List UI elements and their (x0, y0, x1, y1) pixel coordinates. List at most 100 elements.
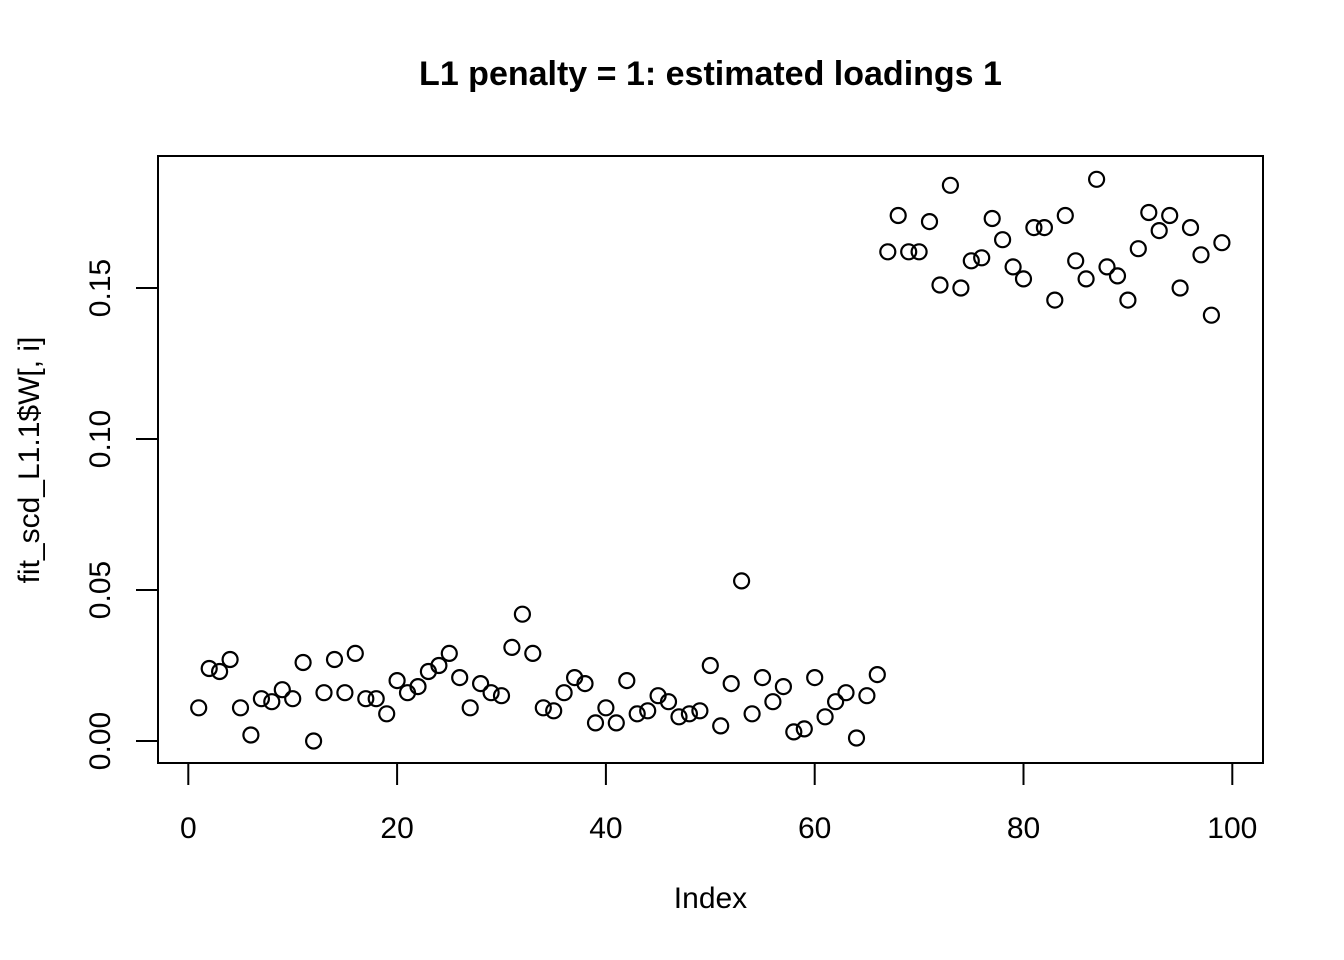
data-point (670, 708, 688, 726)
data-point (284, 690, 302, 708)
data-point (482, 684, 500, 702)
x-tick-label: 0 (180, 812, 197, 845)
data-point (555, 684, 573, 702)
data-point (774, 677, 793, 696)
data-point (795, 720, 813, 738)
plot-box (157, 155, 1264, 764)
data-point (378, 705, 396, 723)
data-point (910, 243, 928, 261)
data-point (1046, 291, 1064, 309)
data-point (461, 699, 479, 717)
data-point (712, 717, 730, 735)
y-tick-label: 0.00 (84, 712, 117, 770)
data-point (607, 714, 625, 732)
data-point (1119, 291, 1137, 309)
data-point (1140, 203, 1158, 222)
data-point (1150, 222, 1168, 240)
data-point (1202, 306, 1221, 324)
data-point (879, 243, 897, 261)
data-point (816, 708, 834, 726)
data-point (889, 206, 907, 225)
data-point (931, 276, 949, 294)
y-tick-label: 0.05 (84, 561, 117, 619)
data-point (1025, 219, 1043, 237)
data-point (847, 729, 866, 747)
data-point (1171, 279, 1189, 297)
x-tick-label: 60 (798, 812, 831, 845)
data-point (1077, 270, 1095, 288)
data-point (920, 213, 939, 231)
data-point (273, 681, 291, 699)
data-point (325, 650, 344, 669)
y-tick-label: 0.10 (84, 410, 117, 468)
data-point (597, 699, 615, 717)
data-point (545, 702, 563, 720)
data-point (1108, 267, 1127, 285)
data-point (1181, 219, 1200, 237)
data-point (806, 668, 824, 687)
data-point (190, 699, 208, 717)
data-point (503, 638, 521, 657)
data-point (993, 231, 1012, 249)
data-point (1035, 219, 1054, 237)
data-point (983, 209, 1001, 228)
data-point (973, 249, 991, 267)
data-point (534, 699, 552, 717)
data-point (639, 702, 657, 720)
data-point (618, 671, 636, 690)
data-point (586, 714, 605, 732)
data-point (576, 674, 594, 693)
y-axis-title: fit_scd_L1.1$W[, i] (13, 336, 46, 584)
data-point (900, 243, 918, 261)
data-point (1087, 170, 1106, 188)
data-point (492, 687, 511, 705)
data-point (1161, 206, 1179, 225)
data-point (837, 684, 855, 702)
data-point (231, 699, 250, 717)
data-point (242, 726, 260, 744)
data-point (211, 662, 229, 681)
data-point (764, 693, 782, 711)
data-point (1098, 258, 1116, 276)
data-point (1004, 258, 1022, 276)
data-point (732, 572, 751, 590)
data-point (858, 687, 876, 705)
x-tick-label: 20 (380, 812, 413, 845)
data-point (680, 705, 699, 723)
data-point (357, 690, 375, 708)
data-point (200, 659, 218, 678)
data-point (305, 732, 323, 750)
data-point (409, 677, 427, 696)
data-point (263, 693, 281, 711)
data-point (691, 702, 709, 720)
data-point (952, 279, 970, 297)
data-point (367, 690, 385, 708)
x-tick-label: 100 (1207, 812, 1257, 845)
data-point (1067, 252, 1085, 270)
data-point (388, 671, 406, 690)
data-point (826, 693, 845, 711)
data-point (962, 252, 980, 270)
data-point (941, 176, 960, 194)
data-point (451, 668, 469, 687)
data-point (346, 644, 364, 663)
data-point (722, 674, 740, 693)
data-point (440, 644, 458, 663)
data-point (659, 693, 678, 711)
data-point (1213, 234, 1231, 252)
data-point (294, 653, 312, 672)
data-point (743, 705, 761, 723)
x-tick-label: 80 (1007, 812, 1040, 845)
data-point (524, 644, 542, 663)
data-point (513, 605, 532, 623)
data-point (221, 650, 239, 669)
data-point (868, 665, 886, 684)
data-point (701, 656, 719, 675)
x-axis-title: Index (673, 882, 748, 915)
data-point (1056, 206, 1074, 225)
data-point (336, 684, 354, 702)
data-point (1192, 246, 1210, 264)
data-point (785, 723, 803, 741)
